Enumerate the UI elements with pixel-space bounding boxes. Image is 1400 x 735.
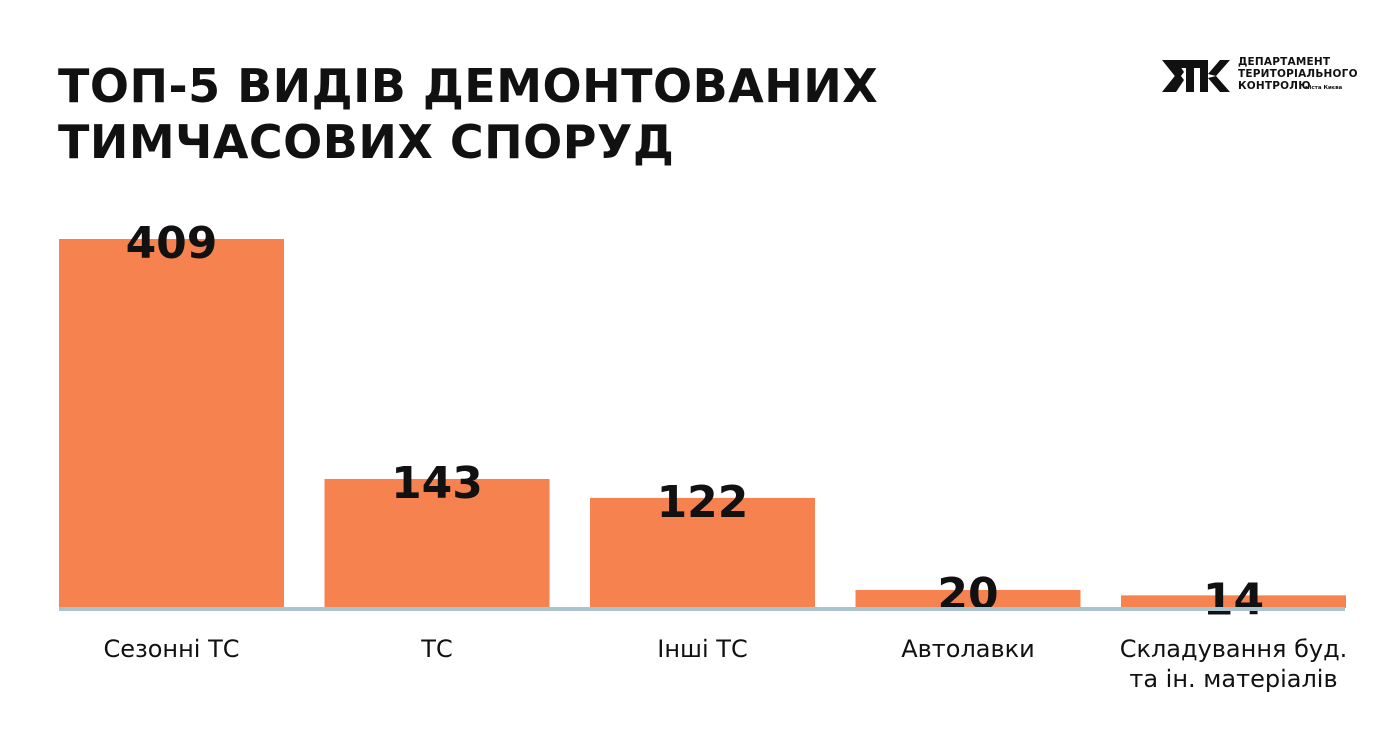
data-label-4: 20 xyxy=(937,569,998,620)
category-label-5-line-1: Складування буд. xyxy=(1120,635,1348,663)
chart-title-line-2: ТИМЧАСОВИХ СПОРУД xyxy=(58,115,675,169)
chart-title-line-1: ТОП-5 ВИДІВ ДЕМОНТОВАНИХ xyxy=(58,59,879,113)
bar-3 xyxy=(590,497,815,608)
x-axis-baseline xyxy=(59,607,1345,611)
bar-1 xyxy=(59,239,284,608)
category-label-4: Автолавки xyxy=(901,635,1035,663)
logo-line-2: ТЕРИТОРІАЛЬНОГО xyxy=(1238,68,1358,80)
data-label-3: 122 xyxy=(657,477,749,528)
data-label-1: 409 xyxy=(126,218,218,269)
chart-title: ТОП-5 ВИДІВ ДЕМОНТОВАНИХ ТИМЧАСОВИХ СПОР… xyxy=(58,58,878,170)
category-label-2: ТС xyxy=(420,635,452,663)
category-label-1: Сезонні ТС xyxy=(103,635,239,663)
logo-line-1: ДЕПАРТАМЕНТ xyxy=(1238,56,1331,68)
bar-4 xyxy=(855,589,1081,608)
logo-text: ДЕПАРТАМЕНТ ТЕРИТОРІАЛЬНОГО КОНТРОЛЮ xyxy=(1238,56,1358,92)
category-label-3: Інші ТС xyxy=(657,635,747,663)
category-label-5-line-2: та ін. матеріалів xyxy=(1129,665,1337,693)
logo-city-label: міста Києва xyxy=(1305,85,1343,91)
data-label-5: 14 xyxy=(1203,574,1264,625)
dtk-monogram-icon xyxy=(1162,60,1230,92)
logo-line-3: КОНТРОЛЮ xyxy=(1238,80,1311,92)
department-logo: ДЕПАРТАМЕНТ ТЕРИТОРІАЛЬНОГО КОНТРОЛЮ міс… xyxy=(1160,56,1360,104)
data-label-2: 143 xyxy=(391,458,483,509)
bar-2 xyxy=(324,478,550,608)
bar-5 xyxy=(1121,595,1346,608)
